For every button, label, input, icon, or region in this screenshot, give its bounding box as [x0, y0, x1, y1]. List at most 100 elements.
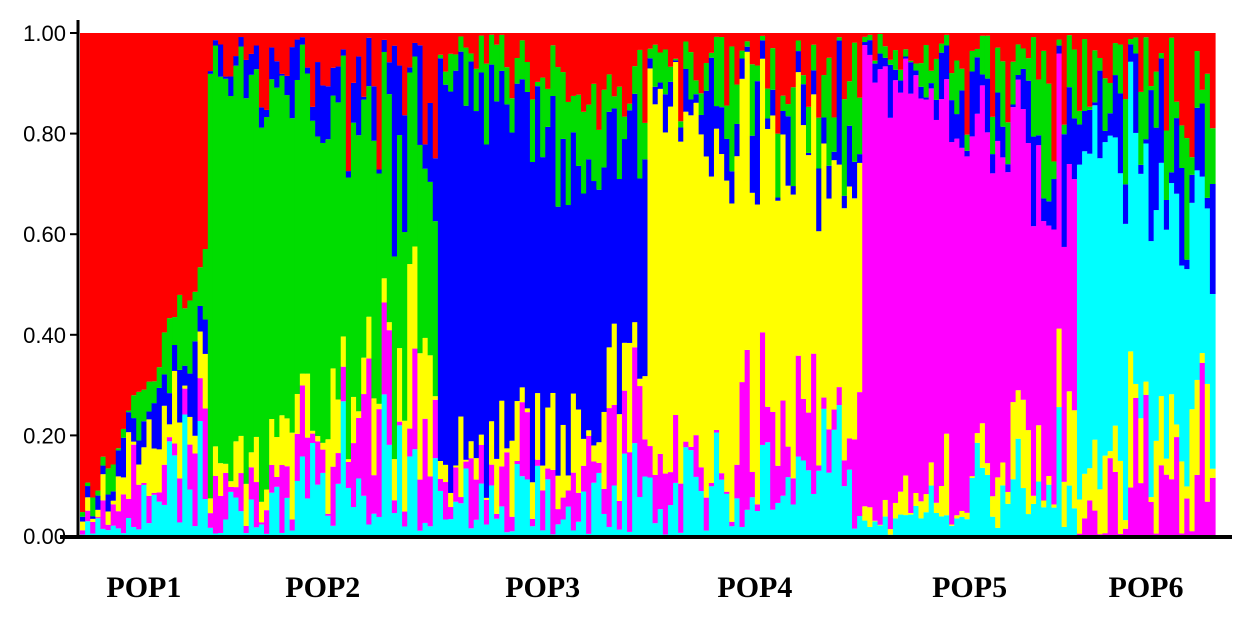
- bar-segment-pop2-39-cluster2: [407, 72, 413, 265]
- bar-segment-pop4-20-cluster4: [749, 192, 756, 473]
- bar-segment-pop6-10-cluster1: [1128, 33, 1134, 40]
- bar-segment-pop6-21-cluster1: [1184, 33, 1191, 139]
- bar-segment-pop4-24-cluster2: [770, 48, 776, 90]
- bar-segment-pop2-19-cluster3: [304, 67, 311, 74]
- bar-segment-pop4-13-cluster1: [713, 33, 720, 37]
- bar-segment-pop5-31-cluster1: [1020, 33, 1027, 49]
- bar-segment-pop3-35-cluster6: [616, 529, 623, 536]
- population-label-pop2: POP2: [285, 571, 360, 604]
- bar-segment-pop5-36-cluster4: [1046, 475, 1052, 485]
- bar-segment-pop2-40-cluster3: [412, 42, 419, 57]
- bar-segment-pop5-34-cluster1: [1036, 33, 1042, 80]
- bar-segment-pop1-17-cluster6: [166, 441, 173, 536]
- bar-segment-pop5-28-cluster3: [1005, 164, 1012, 173]
- bar-segment-pop5-25-cluster6: [990, 516, 996, 536]
- bar-segment-pop1-15-cluster5: [156, 492, 163, 502]
- bar-segment-pop6-4-cluster4: [1097, 489, 1104, 535]
- bar-segment-pop3-31-cluster3: [596, 189, 603, 443]
- bar-segment-pop3-17-cluster4: [524, 408, 531, 413]
- bar-segment-pop1-22-cluster1: [192, 33, 199, 292]
- bar-segment-pop2-32-cluster2: [371, 140, 378, 399]
- bar-segment-pop2-43-cluster3: [427, 102, 434, 182]
- bar-segment-pop5-24-cluster6: [984, 474, 991, 536]
- bar-segment-pop5-32-cluster6: [1025, 514, 1032, 536]
- bar-segment-pop4-39-cluster1: [846, 33, 853, 82]
- bar-segment-pop2-24-cluster2: [330, 95, 337, 369]
- bar-segment-pop5-8-cluster2: [903, 49, 909, 57]
- bar-segment-pop2-7-cluster4: [243, 483, 250, 526]
- bar-segment-pop2-25-cluster4: [335, 399, 342, 454]
- bar-segment-pop1-8-cluster3: [120, 437, 127, 478]
- bar-segment-pop2-5-cluster1: [233, 33, 240, 57]
- bar-segment-pop5-11-cluster6: [918, 518, 925, 536]
- bar-segment-pop1-22-cluster3: [192, 341, 199, 436]
- bar-segment-pop4-33-cluster6: [816, 470, 822, 536]
- bar-segment-pop4-20-cluster3: [749, 135, 756, 193]
- bar-segment-pop2-42-cluster6: [422, 522, 429, 536]
- bar-segment-pop1-2-cluster5: [90, 521, 96, 534]
- bar-segment-pop2-35-cluster6: [386, 444, 393, 536]
- bar-segment-pop6-20-cluster6: [1179, 265, 1185, 462]
- bar-segment-pop5-41-cluster6: [1071, 508, 1078, 536]
- bar-segment-pop5-33-cluster5: [1030, 226, 1037, 496]
- bar-segment-pop2-38-cluster6: [402, 526, 408, 536]
- bar-segment-pop4-23-cluster2: [765, 88, 771, 119]
- bar-segment-pop5-18-cluster4: [954, 515, 960, 519]
- bar-segment-pop3-9-cluster3: [483, 144, 490, 498]
- bar-segment-pop2-36-cluster4: [391, 459, 398, 501]
- bar-segment-pop3-10-cluster4: [489, 421, 495, 465]
- bar-segment-pop5-11-cluster5: [918, 98, 925, 502]
- bar-segment-pop4-7-cluster1: [683, 33, 689, 42]
- bar-segment-pop3-5-cluster1: [463, 33, 470, 48]
- bar-segment-pop1-17-cluster3: [166, 393, 173, 425]
- bar-segment-pop5-32-cluster1: [1025, 33, 1032, 59]
- bar-segment-pop2-6-cluster6: [238, 511, 245, 536]
- bar-segment-pop5-12-cluster3: [923, 97, 930, 100]
- bar-segment-pop6-26-cluster5: [1209, 477, 1216, 536]
- bar-segment-pop3-21-cluster5: [545, 468, 551, 480]
- bar-segment-pop5-22-cluster2: [974, 48, 981, 58]
- bar-segment-pop4-31-cluster5: [805, 412, 812, 471]
- bar-segment-pop5-22-cluster4: [974, 433, 981, 443]
- bar-segment-pop5-26-cluster6: [995, 527, 1001, 536]
- bar-segment-pop1-17-cluster2: [166, 318, 173, 394]
- bar-segment-pop5-4-cluster6: [882, 516, 889, 536]
- population-label-pop3: POP3: [505, 571, 580, 604]
- bar-segment-pop5-25-cluster1: [990, 33, 996, 117]
- bar-segment-pop4-16-cluster2: [729, 46, 736, 172]
- bar-segment-pop2-17-cluster6: [294, 480, 301, 536]
- bar-segment-pop6-14-cluster3: [1148, 90, 1155, 242]
- bar-segment-pop4-28-cluster6: [790, 504, 797, 536]
- bar-segment-pop6-4-cluster2: [1097, 58, 1104, 71]
- bar-segment-pop4-7-cluster6: [683, 447, 689, 536]
- bar-segment-pop1-23-cluster5: [197, 378, 204, 422]
- bar-segment-pop4-15-cluster6: [724, 493, 730, 536]
- bar-segment-pop4-34-cluster4: [821, 143, 828, 398]
- bar-segment-pop2-17-cluster1: [294, 33, 301, 40]
- bar-segment-pop5-16-cluster4: [944, 433, 950, 516]
- bar-segment-pop1-0-cluster2: [80, 512, 86, 517]
- bar-segment-pop4-30-cluster2: [800, 75, 807, 85]
- bar-segment-pop5-30-cluster3: [1015, 74, 1022, 80]
- bar-segment-pop1-10-cluster1: [131, 33, 137, 396]
- bar-segment-pop3-25-cluster3: [565, 205, 572, 476]
- bar-segment-pop4-12-cluster5: [708, 482, 715, 487]
- bar-segment-pop3-33-cluster6: [606, 526, 613, 536]
- bar-segment-pop2-1-cluster5: [212, 475, 219, 534]
- bar-segment-pop3-29-cluster6: [586, 533, 592, 536]
- bar-segment-pop1-19-cluster3: [177, 369, 183, 423]
- bar-segment-pop5-35-cluster2: [1041, 50, 1047, 199]
- bar-segment-pop2-1-cluster3: [212, 40, 219, 46]
- bar-segment-pop2-10-cluster2: [258, 127, 265, 502]
- bar-segment-pop2-30-cluster2: [361, 99, 367, 358]
- bar-segment-pop4-22-cluster2: [759, 35, 766, 41]
- bar-segment-pop3-27-cluster2: [575, 94, 582, 166]
- bar-segment-pop1-21-cluster6: [187, 489, 194, 536]
- bar-segment-pop6-19-cluster5: [1174, 437, 1180, 536]
- bar-segment-pop1-10-cluster6: [131, 526, 137, 536]
- bar-segment-pop5-6-cluster6: [892, 518, 899, 536]
- bar-segment-pop2-8-cluster6: [248, 499, 255, 536]
- bar-segment-pop1-3-cluster4: [95, 509, 102, 518]
- bar-segment-pop2-1-cluster2: [212, 45, 219, 447]
- bar-segment-pop5-18-cluster1: [954, 33, 960, 61]
